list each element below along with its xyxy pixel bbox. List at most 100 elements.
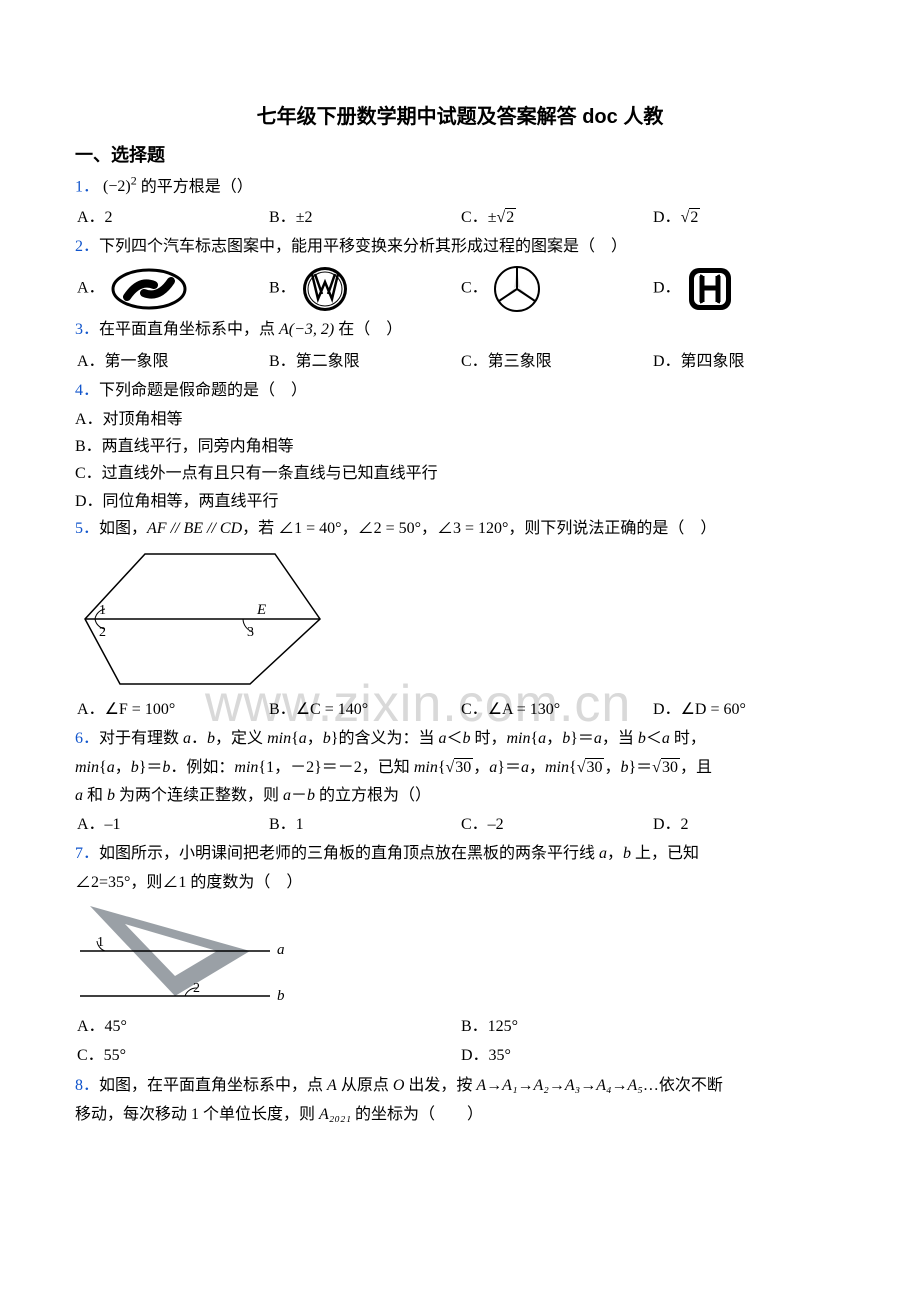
t: 30 bbox=[585, 758, 604, 776]
t: a bbox=[521, 759, 529, 776]
t: min bbox=[506, 730, 530, 747]
t: ＜ bbox=[646, 730, 662, 747]
q2-optC: C． bbox=[461, 264, 651, 314]
q6-optA: A．–1 bbox=[77, 811, 267, 838]
t: 对于有理数 bbox=[99, 730, 183, 747]
optD-rad: 2 bbox=[689, 208, 700, 226]
qnum: 1． bbox=[75, 178, 99, 195]
t: }＝ bbox=[497, 759, 521, 776]
fig-label-E: E bbox=[256, 602, 266, 618]
q5-parallel: AF // BE // CD bbox=[147, 520, 242, 537]
optD-val: ∠D = 60° bbox=[681, 701, 746, 718]
q3-optA: A．第一象限 bbox=[77, 348, 267, 375]
qnum: 5． bbox=[75, 520, 99, 537]
t: min bbox=[267, 730, 291, 747]
t: ，定义 bbox=[215, 730, 267, 747]
optC-pre: C． bbox=[461, 701, 488, 718]
t: 如图，在平面直角坐标系中，点 bbox=[99, 1077, 327, 1094]
q6-optC: C．–2 bbox=[461, 811, 651, 838]
q2-optB: B． bbox=[269, 264, 459, 314]
question-2: 2．下列四个汽车标志图案中，能用平移变换来分析其形成过程的图案是（ ） bbox=[75, 233, 845, 260]
honda-logo-icon bbox=[685, 264, 735, 314]
q3-optC: C．第三象限 bbox=[461, 348, 651, 375]
optB-pre: B． bbox=[269, 701, 296, 718]
q4-optD: D．同位角相等，两直线平行 bbox=[75, 488, 845, 515]
question-4: 4．下列命题是假命题的是（ ） bbox=[75, 377, 845, 404]
q3-optB: B．第二象限 bbox=[269, 348, 459, 375]
q1-optB: B．±2 bbox=[269, 204, 459, 231]
t: a bbox=[183, 730, 191, 747]
t: 移动，每次移动 1 个单位长度，则 bbox=[75, 1106, 319, 1123]
t: 的立方根为（） bbox=[315, 787, 431, 804]
t: { bbox=[99, 759, 107, 776]
t: 30 bbox=[454, 758, 473, 776]
t: a bbox=[538, 730, 546, 747]
optC-val: ∠A = 130° bbox=[488, 701, 560, 718]
page-title: 七年级下册数学期中试题及答案解答 doc 人教 bbox=[75, 100, 845, 134]
fig-label-3: 3 bbox=[247, 625, 254, 640]
t: ， bbox=[307, 730, 323, 747]
t: A→A₁→A₂→A₃→A₄→A₅ bbox=[476, 1077, 642, 1094]
q2-stem: 下列四个汽车标志图案中，能用平移变换来分析其形成过程的图案是（ ） bbox=[99, 238, 627, 255]
q1-options: A．2 B．±2 C．±√2 D．√2 bbox=[75, 202, 845, 233]
qnum: 4． bbox=[75, 382, 99, 399]
t: a bbox=[662, 730, 670, 747]
optC-pre: C． bbox=[461, 209, 488, 226]
optC-rad: 2 bbox=[505, 208, 516, 226]
t: ，且 bbox=[680, 759, 712, 776]
t: …依次不断 bbox=[643, 1077, 723, 1094]
t: 的坐标为（ ） bbox=[351, 1106, 483, 1123]
t: 为两个连续正整数，则 bbox=[115, 787, 283, 804]
t: ＜ bbox=[446, 730, 462, 747]
q3-options: A．第一象限 B．第二象限 C．第三象限 D．第四象限 bbox=[75, 346, 845, 377]
t: {1，－2}＝－2 bbox=[258, 759, 361, 776]
t: 和 bbox=[83, 787, 107, 804]
question-7: 7．如图所示，小明课间把老师的三角板的直角顶点放在黑板的两条平行线 a，b 上，… bbox=[75, 840, 845, 867]
optB-val: ∠C = 140° bbox=[296, 701, 368, 718]
qnum: 6． bbox=[75, 730, 99, 747]
t: ，已知 bbox=[362, 759, 414, 776]
q5-figure: 1 2 3 E bbox=[75, 544, 335, 694]
q5-stem-b: ，若 ∠1 = 40°，∠2 = 50°，∠3 = 120°，则下列说法正确的是… bbox=[242, 520, 716, 537]
q5-optC: C．∠A = 130° bbox=[461, 696, 651, 723]
t: ， bbox=[115, 759, 131, 776]
q4-stem: 下列命题是假命题的是（ ） bbox=[99, 382, 307, 399]
q1-optC: C．±√2 bbox=[461, 204, 651, 231]
mercedes-logo-icon bbox=[492, 264, 542, 314]
qnum: 3． bbox=[75, 321, 99, 338]
t: a bbox=[75, 787, 83, 804]
q5-stem-a: 如图， bbox=[99, 520, 147, 537]
t: ，当 bbox=[602, 730, 638, 747]
q1-tail: 的平方根是（） bbox=[141, 178, 253, 195]
t: a bbox=[594, 730, 602, 747]
t: b bbox=[323, 730, 331, 747]
optB-label: B． bbox=[269, 280, 296, 297]
question-1: 1． (−2)2 的平方根是（） bbox=[75, 171, 845, 201]
t: b bbox=[307, 787, 315, 804]
t: ＝ bbox=[146, 759, 162, 776]
t: 时， bbox=[470, 730, 506, 747]
t: a bbox=[599, 845, 607, 862]
q8-line2: 移动，每次移动 1 个单位长度，则 A₂₀₂₁ 的坐标为（ ） bbox=[75, 1101, 845, 1128]
qnum: 8． bbox=[75, 1077, 99, 1094]
q7-figure: 1 2 a b bbox=[75, 896, 305, 1011]
t: ， bbox=[529, 759, 545, 776]
section-header: 一、选择题 bbox=[75, 140, 845, 171]
t: b bbox=[623, 845, 631, 862]
t: }的含义为：当 bbox=[331, 730, 439, 747]
page-content: 七年级下册数学期中试题及答案解答 doc 人教 一、选择题 1． (−2)2 的… bbox=[75, 100, 845, 1128]
t: b bbox=[107, 787, 115, 804]
q6-line3: a 和 b 为两个连续正整数，则 a－b 的立方根为（） bbox=[75, 782, 845, 809]
t: b bbox=[562, 730, 570, 747]
q2-options: A． B． C． D． bbox=[75, 262, 845, 316]
q6-optB: B．1 bbox=[269, 811, 459, 838]
question-8: 8．如图，在平面直角坐标系中，点 A 从原点 O 出发，按 A→A₁→A₂→A₃… bbox=[75, 1072, 845, 1099]
t: a bbox=[283, 787, 291, 804]
t: － bbox=[291, 787, 307, 804]
t: b bbox=[207, 730, 215, 747]
t: min bbox=[75, 759, 99, 776]
optC-pm: ± bbox=[488, 209, 497, 226]
q1-optD: D．√2 bbox=[653, 204, 843, 231]
q3-stem-a: 在平面直角坐标系中，点 bbox=[99, 321, 279, 338]
q5-optB: B．∠C = 140° bbox=[269, 696, 459, 723]
